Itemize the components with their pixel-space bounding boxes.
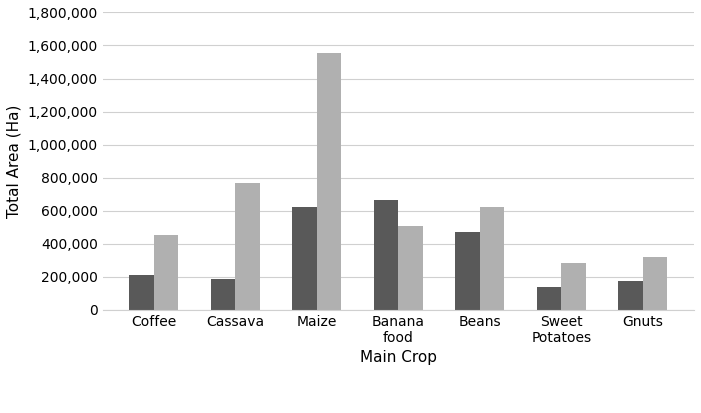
Bar xyxy=(643,257,667,310)
Bar xyxy=(618,281,643,310)
Bar xyxy=(479,206,504,310)
Bar xyxy=(236,183,260,310)
Bar xyxy=(562,263,586,310)
Bar xyxy=(211,279,236,310)
Bar xyxy=(398,225,423,310)
Bar xyxy=(374,200,398,310)
Bar xyxy=(292,206,317,310)
X-axis label: Main Crop: Main Crop xyxy=(360,350,437,366)
Bar xyxy=(537,287,562,310)
Bar xyxy=(317,53,341,310)
Y-axis label: Total Area (Ha): Total Area (Ha) xyxy=(7,104,22,218)
Bar xyxy=(154,235,178,310)
Bar xyxy=(456,232,479,310)
Bar xyxy=(130,275,154,310)
